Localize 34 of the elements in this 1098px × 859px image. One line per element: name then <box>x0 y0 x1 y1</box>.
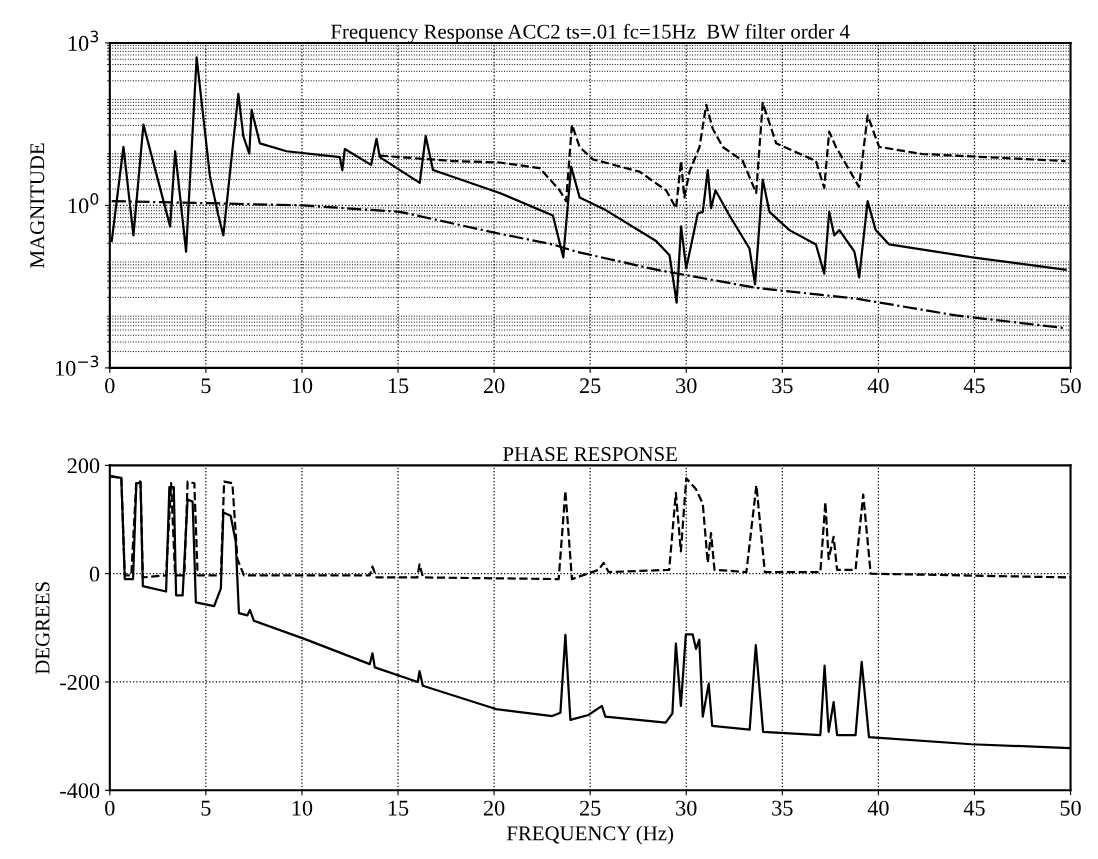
x-tick-label: 20 <box>483 800 505 816</box>
y-tick-label: 10$^{3}$ <box>68 30 99 51</box>
x-tick-label: 45 <box>963 800 985 816</box>
x-tick-label: 0 <box>105 800 115 816</box>
chart-title: PHASE RESPONSE <box>503 447 677 462</box>
x-tick-label: 25 <box>580 378 601 394</box>
y-tick-label: 0 <box>89 566 100 582</box>
chart-title: Frequency Response ACC2 ts=.01 fc=15Hz BW filter order 4 <box>330 23 850 43</box>
x-tick-label: 10 <box>292 378 313 394</box>
y-axis-title: MAGNITUDE <box>30 143 45 268</box>
y-tick-label: 200 <box>67 458 100 474</box>
x-tick-label: 15 <box>388 800 409 816</box>
y-tick-label: 10$^{−3}$ <box>56 355 99 376</box>
x-tick-label: 45 <box>963 378 985 394</box>
x-tick-label: 50 <box>1060 800 1081 816</box>
x-tick-label: 50 <box>1060 378 1081 394</box>
y-axis-title: DEGREES <box>35 582 50 675</box>
y-tick-label: 10$^{0}$ <box>68 193 99 214</box>
x-tick-label: 20 <box>483 378 505 394</box>
x-tick-label: 15 <box>388 378 409 394</box>
x-tick-label: 30 <box>676 800 697 816</box>
x-tick-label: 5 <box>201 800 211 816</box>
x-tick-label: 40 <box>867 378 889 394</box>
y-tick-label: -200 <box>60 674 100 690</box>
x-tick-label: 35 <box>772 800 793 816</box>
x-tick-label: 0 <box>105 378 115 394</box>
x-tick-label: 30 <box>676 378 697 394</box>
x-tick-label: 10 <box>292 800 313 816</box>
x-tick-label: 35 <box>772 378 793 394</box>
x-tick-label: 40 <box>867 800 889 816</box>
x-axis-title: FREQUENCY (Hz) <box>506 825 674 845</box>
y-tick-label: -400 <box>60 783 100 799</box>
x-tick-label: 5 <box>201 378 211 394</box>
x-tick-label: 25 <box>580 800 601 816</box>
